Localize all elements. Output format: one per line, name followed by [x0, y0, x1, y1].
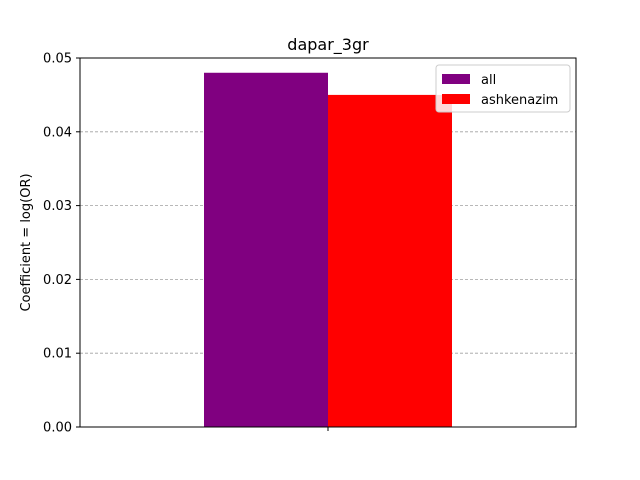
y-tick-label-0: 0.00	[43, 421, 72, 436]
bar-ashkenazim	[328, 94, 452, 428]
legend: all ashkenazim	[435, 64, 571, 113]
y-axis-label: Coefficient = log(OR)	[19, 173, 34, 311]
y-axis-ticks: 0.00 0.01 0.02 0.03 0.04 0.05	[43, 52, 80, 436]
legend-swatch-ashkenazim	[442, 94, 470, 104]
y-tick-label-5: 0.05	[43, 52, 72, 67]
legend-label-all: all	[481, 73, 496, 88]
y-tick-label-2: 0.02	[43, 273, 72, 288]
legend-label-ashkenazim: ashkenazim	[481, 93, 558, 108]
y-tick-label-1: 0.01	[43, 347, 72, 362]
chart-title: dapar_3gr	[287, 35, 369, 55]
bar-all	[204, 72, 328, 427]
bars	[204, 72, 452, 428]
y-tick-label-3: 0.03	[43, 199, 72, 214]
y-tick-label-4: 0.04	[43, 125, 72, 140]
legend-swatch-all	[442, 74, 470, 84]
